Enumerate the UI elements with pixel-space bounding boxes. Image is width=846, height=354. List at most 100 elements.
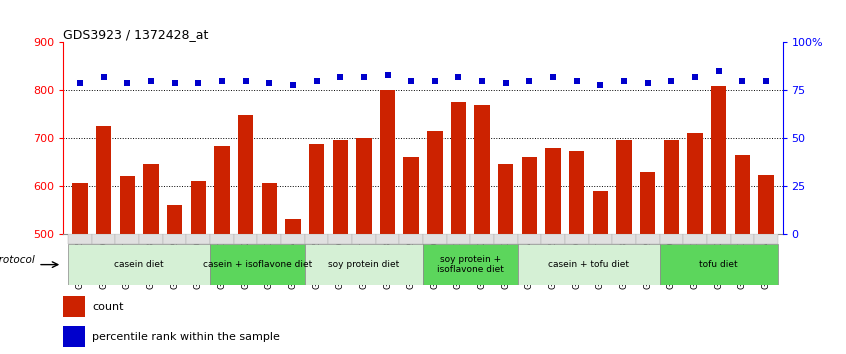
Text: protocol: protocol	[0, 255, 35, 265]
Point	[641, 80, 655, 85]
Bar	[190, 181, 206, 354]
Text: casein + isoflavone diet: casein + isoflavone diet	[203, 260, 312, 269]
Point	[452, 74, 465, 80]
Bar	[707, 234, 730, 244]
Bar	[261, 183, 277, 354]
Bar	[332, 141, 348, 354]
Point	[735, 78, 749, 84]
Bar	[734, 155, 750, 354]
Bar	[730, 234, 754, 244]
Point	[689, 74, 702, 80]
Bar	[399, 234, 423, 244]
Bar	[328, 234, 352, 244]
Text: GDS3923 / 1372428_at: GDS3923 / 1372428_at	[63, 28, 209, 41]
Bar	[210, 244, 305, 285]
Bar	[305, 244, 423, 285]
Point	[499, 80, 513, 85]
Text: tofu diet: tofu diet	[700, 260, 738, 269]
Bar	[376, 234, 399, 244]
Bar	[238, 115, 253, 354]
Point	[333, 74, 347, 80]
Bar	[475, 104, 490, 354]
Bar	[518, 244, 660, 285]
Text: soy protein diet: soy protein diet	[328, 260, 399, 269]
Bar	[660, 234, 684, 244]
Point	[404, 78, 418, 84]
Bar	[498, 164, 514, 354]
Bar	[711, 86, 727, 354]
Bar	[541, 234, 565, 244]
Bar	[427, 131, 442, 354]
Point	[191, 80, 205, 85]
Point	[712, 68, 726, 74]
Bar	[617, 141, 632, 354]
Bar	[285, 219, 300, 354]
Point	[215, 78, 228, 84]
Point	[618, 78, 631, 84]
Point	[759, 78, 772, 84]
Bar	[309, 144, 324, 354]
Bar	[143, 164, 159, 354]
Bar	[546, 148, 561, 354]
Bar	[210, 234, 233, 244]
Bar	[613, 234, 636, 244]
Bar	[593, 190, 608, 354]
Bar	[305, 234, 328, 244]
Bar	[63, 296, 85, 317]
Bar	[92, 234, 116, 244]
Bar	[96, 126, 112, 354]
Bar	[352, 234, 376, 244]
Bar	[356, 138, 371, 354]
Point	[357, 74, 371, 80]
Bar	[636, 234, 660, 244]
Bar	[167, 205, 183, 354]
Bar	[569, 152, 585, 354]
Text: casein diet: casein diet	[114, 260, 164, 269]
Bar	[565, 234, 589, 244]
Text: percentile rank within the sample: percentile rank within the sample	[92, 332, 280, 342]
Bar	[663, 141, 679, 354]
Bar	[257, 234, 281, 244]
Bar	[423, 234, 447, 244]
Bar	[69, 244, 210, 285]
Point	[74, 80, 87, 85]
Bar	[233, 234, 257, 244]
Point	[120, 80, 134, 85]
Bar	[660, 244, 777, 285]
Bar	[119, 176, 135, 354]
Bar	[589, 234, 613, 244]
Bar	[72, 183, 88, 354]
Point	[286, 82, 299, 87]
Text: casein + tofu diet: casein + tofu diet	[548, 260, 629, 269]
Bar	[754, 234, 777, 244]
Bar	[687, 133, 703, 354]
Point	[168, 80, 181, 85]
Point	[97, 74, 111, 80]
Bar	[522, 157, 537, 354]
Bar	[63, 326, 85, 348]
Point	[475, 78, 489, 84]
Bar	[214, 146, 229, 354]
Bar	[447, 234, 470, 244]
Point	[144, 78, 157, 84]
Point	[665, 78, 678, 84]
Bar	[162, 234, 186, 244]
Bar	[758, 175, 774, 354]
Bar	[380, 90, 395, 354]
Point	[547, 74, 560, 80]
Text: soy protein +
isoflavone diet: soy protein + isoflavone diet	[437, 255, 503, 274]
Bar	[423, 244, 518, 285]
Point	[570, 78, 584, 84]
Point	[381, 72, 394, 78]
Point	[310, 78, 323, 84]
Bar	[518, 234, 541, 244]
Bar	[404, 157, 419, 354]
Bar	[470, 234, 494, 244]
Point	[428, 78, 442, 84]
Point	[262, 80, 276, 85]
Point	[239, 78, 252, 84]
Bar	[640, 171, 656, 354]
Bar	[139, 234, 162, 244]
Point	[594, 82, 607, 87]
Point	[523, 78, 536, 84]
